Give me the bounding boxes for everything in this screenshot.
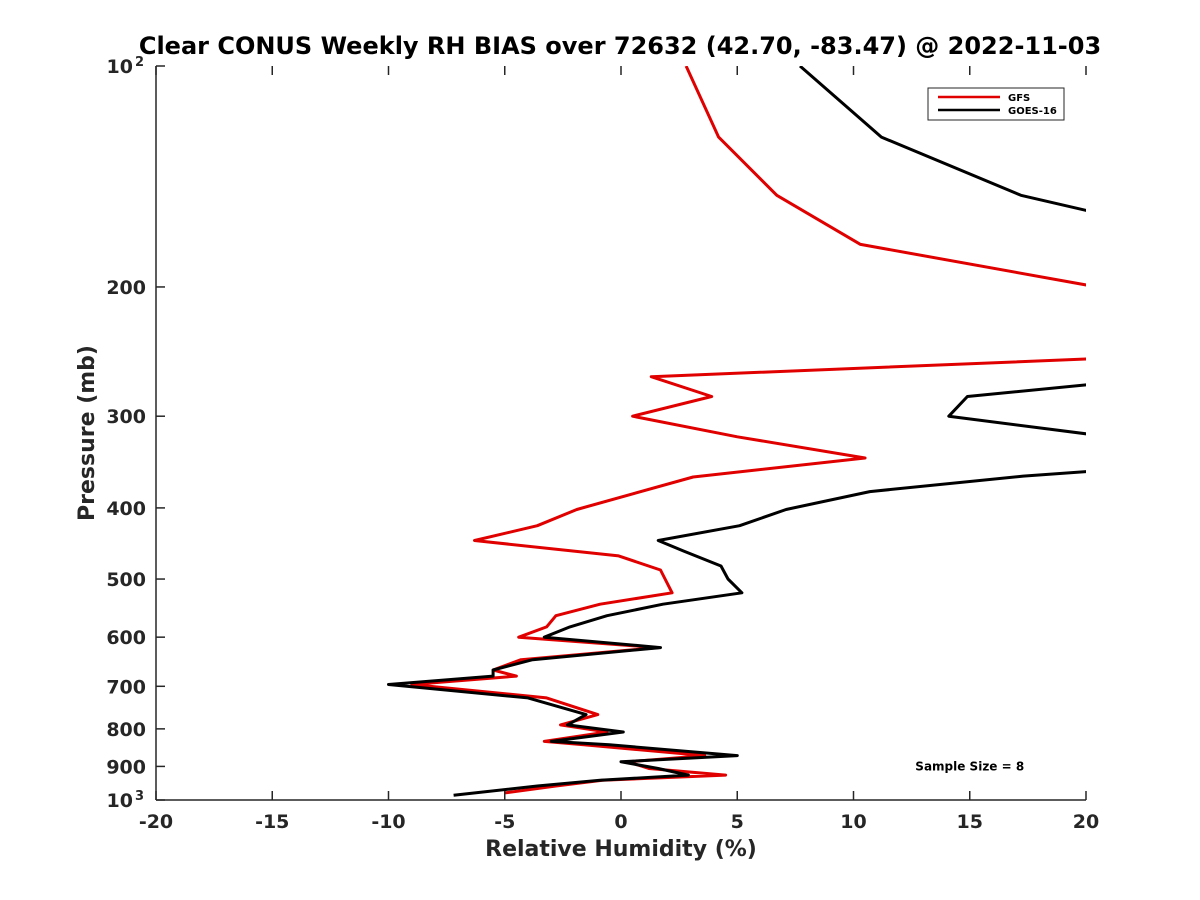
- y-tick-exponent: 3: [135, 789, 144, 804]
- x-axis-ticks: -20 -15 -10 -5 0 5 10 15 20: [139, 66, 1099, 833]
- x-tick-label: 0: [614, 811, 627, 833]
- y-axis-label: Pressure (mb): [75, 345, 100, 521]
- series-line-goes16: [387, 66, 1086, 797]
- x-tick-label: -20: [139, 811, 173, 833]
- x-tick-label: -10: [371, 811, 405, 833]
- y-tick-label: 500: [106, 569, 146, 591]
- y-tick-label: 300: [106, 406, 146, 428]
- chart-title: Clear CONUS Weekly RH BIAS over 72632 (4…: [139, 32, 1101, 60]
- y-tick-label: 800: [106, 719, 146, 741]
- legend-label-goes16: GOES-16: [1008, 106, 1057, 117]
- y-tick-label: 600: [106, 627, 146, 649]
- y-tick-label: 10: [107, 56, 133, 78]
- x-axis-label: Relative Humidity (%): [485, 837, 757, 862]
- y-tick-label: 900: [106, 756, 146, 778]
- y-tick-label: 200: [106, 277, 146, 299]
- series-layer: [387, 66, 1086, 797]
- x-tick-label: 5: [731, 811, 744, 833]
- x-tick-label: 20: [1073, 811, 1099, 833]
- y-tick-label: 400: [106, 498, 146, 520]
- y-tick-label: 700: [106, 676, 146, 698]
- x-tick-label: -15: [255, 811, 289, 833]
- y-tick-label: 10: [107, 790, 133, 812]
- legend: GFS GOES-16: [927, 87, 1065, 121]
- x-tick-label: -5: [494, 811, 515, 833]
- plot-area: [156, 66, 1086, 800]
- x-tick-label: 10: [840, 811, 866, 833]
- x-tick-label: 15: [957, 811, 983, 833]
- y-tick-exponent: 2: [135, 55, 144, 70]
- legend-box: [927, 87, 1065, 121]
- legend-label-gfs: GFS: [1008, 93, 1030, 104]
- series-line-gfs: [410, 66, 1086, 795]
- sample-size-annotation: Sample Size = 8: [915, 759, 1024, 773]
